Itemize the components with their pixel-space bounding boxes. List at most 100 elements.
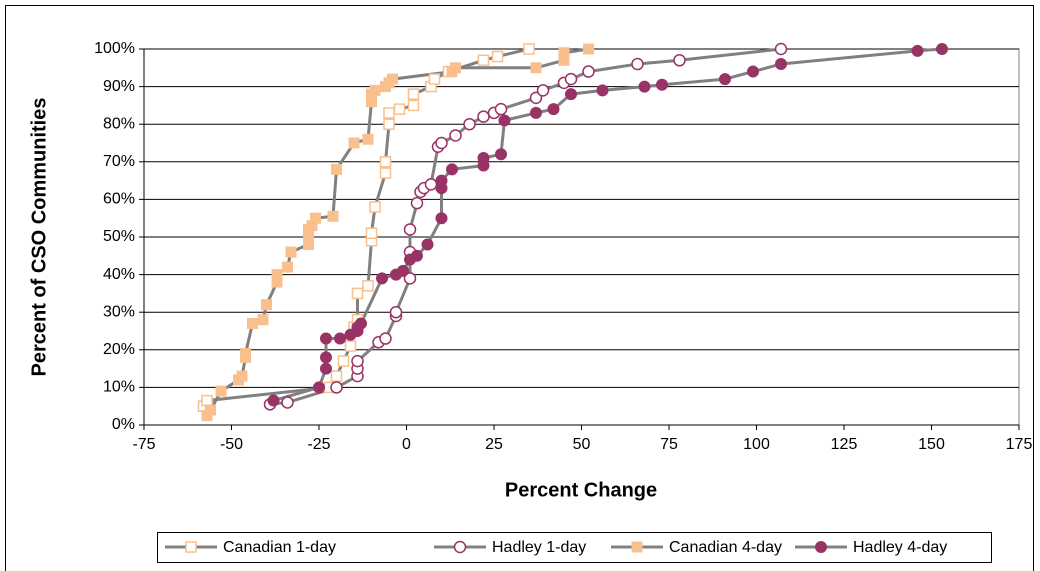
y-tick-label: 90% (103, 78, 135, 95)
marker (530, 106, 542, 119)
marker (331, 163, 342, 175)
y-tick-label: 80% (103, 115, 135, 132)
x-tick-label: 50 (573, 436, 591, 453)
marker (491, 50, 504, 63)
marker (558, 47, 570, 59)
marker (205, 404, 216, 416)
x-tick-label: 0 (402, 436, 411, 453)
x-tick-label: 150 (918, 436, 945, 453)
y-tick-label: 20% (103, 341, 135, 358)
marker (201, 394, 213, 407)
legend-label: Hadley 4-day (853, 539, 947, 556)
x-tick-label: 125 (831, 436, 858, 453)
marker (463, 117, 476, 131)
marker (564, 72, 578, 86)
marker (403, 272, 417, 285)
x-tick-label: 75 (660, 436, 678, 453)
marker (215, 385, 227, 397)
marker (236, 370, 248, 382)
y-tick-label: 10% (103, 379, 135, 396)
marker (334, 332, 346, 345)
legend-marker (453, 540, 467, 554)
marker (383, 107, 395, 119)
marker (536, 84, 550, 97)
marker (403, 223, 417, 236)
marker (257, 314, 269, 326)
chart-border (5, 5, 1034, 571)
y-tick-label: 40% (103, 266, 135, 283)
marker (477, 110, 490, 123)
legend (157, 532, 992, 563)
marker (435, 136, 448, 150)
legend-marker (185, 541, 197, 553)
marker (365, 227, 378, 239)
marker (428, 73, 441, 85)
marker (656, 78, 668, 91)
x-tick-label: 175 (1006, 436, 1033, 453)
marker (393, 103, 406, 115)
marker (775, 58, 787, 71)
x-axis-title: Percent Change (505, 479, 657, 501)
marker (397, 264, 409, 277)
marker (282, 261, 293, 273)
y-tick-label: 0% (112, 416, 135, 433)
legend-label: Canadian 4-day (669, 539, 782, 556)
marker (673, 54, 686, 67)
marker (530, 62, 542, 74)
marker (547, 103, 560, 116)
marker (446, 163, 458, 176)
marker (410, 196, 424, 210)
marker (747, 65, 759, 78)
marker (407, 88, 420, 100)
marker (498, 114, 511, 127)
marker (638, 80, 651, 93)
marker (631, 57, 644, 71)
marker (344, 340, 357, 352)
marker (348, 137, 360, 149)
marker (495, 148, 507, 161)
marker (421, 238, 434, 251)
marker (565, 88, 577, 101)
legend-marker (631, 541, 643, 553)
marker (379, 332, 392, 345)
legend-label: Hadley 1-day (492, 539, 586, 556)
y-tick-label: 70% (103, 153, 135, 170)
marker (424, 178, 438, 191)
marker (450, 62, 461, 74)
marker (387, 73, 398, 85)
y-tick-label: 60% (103, 191, 135, 208)
marker (320, 362, 332, 375)
marker (411, 249, 423, 262)
marker (389, 305, 403, 319)
marker (494, 102, 508, 116)
marker (351, 287, 364, 300)
marker (330, 381, 343, 394)
marker (247, 317, 258, 329)
marker (320, 332, 332, 345)
marker (320, 351, 332, 364)
marker (337, 355, 350, 367)
marker (355, 317, 367, 330)
marker (936, 43, 948, 55)
y-axis-title: Percent of CSO Communities (28, 98, 50, 377)
x-tick-label: -75 (132, 436, 155, 453)
marker (369, 201, 381, 213)
marker (267, 394, 280, 407)
marker (362, 280, 374, 292)
marker (529, 91, 543, 105)
marker (271, 269, 283, 281)
y-tick-label: 50% (103, 228, 135, 245)
marker (523, 43, 535, 55)
marker (240, 348, 251, 360)
marker (911, 44, 924, 57)
marker (383, 118, 395, 130)
marker (449, 129, 462, 142)
marker (310, 212, 321, 224)
marker (362, 133, 374, 145)
marker (379, 167, 392, 179)
legend-label: Canadian 1-day (223, 539, 336, 556)
marker (376, 272, 388, 285)
marker (774, 42, 788, 56)
y-tick-label: 30% (103, 303, 135, 320)
marker (477, 54, 490, 67)
